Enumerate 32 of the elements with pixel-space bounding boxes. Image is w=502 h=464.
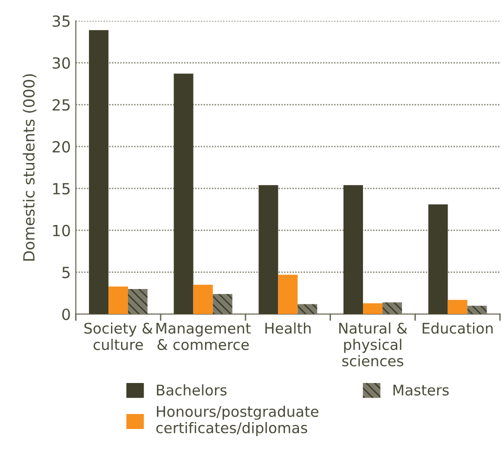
legend-label: Bachelors	[156, 384, 227, 396]
bar	[298, 304, 318, 314]
bar	[128, 288, 148, 314]
y-tick-label: 5	[62, 266, 70, 278]
bar	[343, 185, 363, 314]
y-tick-label: 20	[52, 141, 70, 153]
bar	[193, 284, 213, 314]
y-tick-label: 35	[52, 15, 70, 27]
x-tick-label: Management & commerce	[156, 322, 251, 350]
bar	[382, 302, 402, 314]
y-tick-label: 0	[62, 308, 70, 320]
x-tick-label: Society & culture	[84, 322, 153, 350]
x-tick-label: Health	[265, 322, 311, 334]
bar	[174, 74, 194, 314]
bar	[88, 30, 108, 314]
bar	[108, 286, 128, 314]
y-tick-label: 10	[53, 224, 70, 236]
bar	[428, 204, 448, 314]
bar	[467, 306, 487, 314]
bar	[278, 274, 298, 314]
y-tick-label: 30	[52, 57, 70, 69]
legend-label: Honours/postgraduate certificates/diplomas	[156, 406, 318, 436]
y-axis-title: Domestic students (000)	[22, 74, 36, 261]
y-tick-label: 25	[52, 99, 70, 111]
bar	[212, 294, 232, 314]
x-tick-label: Natural & physical sciences	[339, 322, 408, 366]
bar	[258, 185, 278, 314]
y-tick-label: 15	[53, 183, 70, 194]
bar	[448, 300, 468, 314]
x-tick-label: Education	[422, 322, 493, 334]
legend-label: Masters	[393, 384, 449, 396]
bar	[362, 303, 382, 314]
